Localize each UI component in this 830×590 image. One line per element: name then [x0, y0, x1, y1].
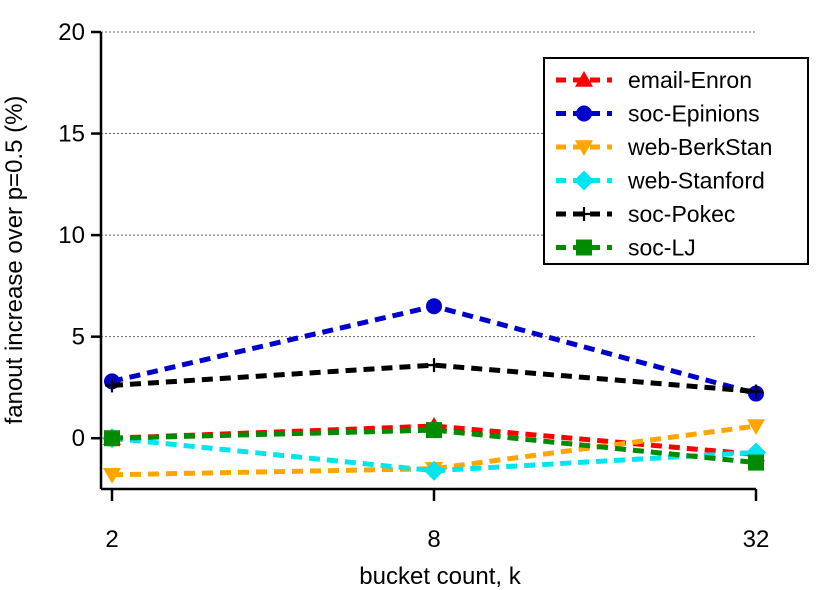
legend-marker-web-Stanford — [574, 170, 594, 191]
ticks: 0 5 10 15 20 2 8 32 — [58, 19, 769, 553]
x-axis-label: bucket count, k — [359, 563, 521, 590]
legend-item-web-Stanford: web-Stanford — [556, 168, 765, 194]
y-tick-label-5: 5 — [72, 324, 85, 351]
legend-label: web-Stanford — [627, 168, 765, 194]
y-axis-label: fanout increase over p=0.5 (%) — [1, 96, 28, 425]
legend-label: soc-Pokec — [628, 201, 735, 227]
legend-marker-email-Enron — [575, 71, 593, 87]
x-tick-label-32: 32 — [743, 526, 770, 553]
data-point-soc-Pokec-32 — [749, 384, 763, 399]
legend-label: soc-Epinions — [628, 101, 760, 127]
legend-item-email-Enron: email-Enron — [556, 67, 752, 93]
legend-item-soc-Epinions: soc-Epinions — [556, 101, 760, 127]
legend-label: email-Enron — [628, 67, 752, 93]
y-tick-label-15: 15 — [58, 121, 85, 148]
legend: email-Enron soc-Epinions web-BerkStan web-S… — [543, 57, 809, 265]
legend-marker-soc-Epinions — [576, 105, 592, 122]
legend-marker-soc-Pokec — [577, 207, 591, 221]
data-point-soc-LJ-2 — [104, 430, 120, 447]
y-tick-label-0: 0 — [72, 425, 85, 452]
axes — [99, 32, 756, 491]
legend-box — [543, 57, 809, 265]
series-soc-Pokec — [105, 358, 763, 399]
data-point-soc-LJ-32 — [748, 454, 764, 471]
legend-item-soc-LJ: soc-LJ — [556, 235, 696, 261]
y-tick-label-20: 20 — [58, 19, 85, 46]
legend-label: soc-LJ — [628, 235, 696, 261]
data-point-web-BerkStan-2 — [103, 468, 121, 484]
x-tick-label-8: 8 — [427, 526, 440, 553]
legend-marker-web-BerkStan — [575, 140, 593, 156]
data-point-web-BerkStan-32 — [747, 419, 765, 436]
data-point-soc-Pokec-2 — [105, 378, 119, 393]
data-point-web-Stanford-8 — [424, 460, 444, 481]
legend-item-web-BerkStan: web-BerkStan — [556, 134, 772, 160]
data-point-soc-Epinions-8 — [426, 298, 442, 315]
series-layer — [102, 298, 766, 484]
series-soc-Epinions — [104, 298, 764, 402]
legend-item-soc-Pokec: soc-Pokec — [556, 201, 735, 227]
legend-marker-soc-LJ — [576, 239, 592, 256]
data-point-soc-LJ-8 — [426, 422, 442, 439]
y-tick-label-10: 10 — [58, 222, 85, 249]
legend-label: web-BerkStan — [627, 134, 772, 160]
data-point-soc-Pokec-8 — [427, 358, 441, 373]
series-soc-LJ — [104, 422, 764, 471]
x-tick-label-2: 2 — [105, 526, 118, 553]
